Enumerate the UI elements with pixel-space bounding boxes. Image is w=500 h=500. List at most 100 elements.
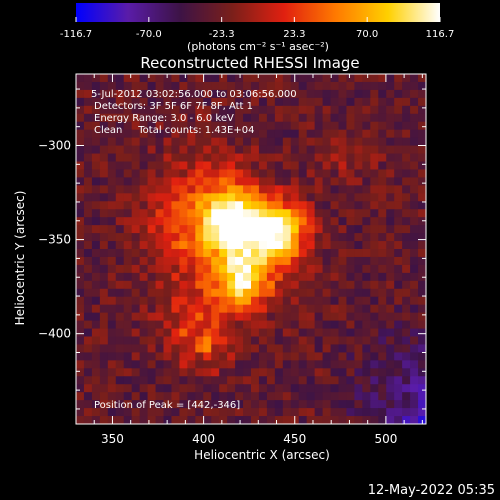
heatmap-cell bbox=[378, 185, 387, 194]
heatmap-cell bbox=[195, 384, 204, 393]
heatmap-cell bbox=[394, 241, 403, 250]
heatmap-cell bbox=[346, 352, 355, 361]
heatmap-cell bbox=[282, 193, 292, 202]
heatmap-cell bbox=[243, 392, 252, 401]
heatmap-cell bbox=[354, 105, 363, 115]
heatmap-cell bbox=[274, 416, 284, 424]
heatmap-cell bbox=[227, 344, 236, 353]
heatmap-cell bbox=[306, 336, 316, 346]
heatmap-cell bbox=[330, 360, 340, 369]
heatmap-cell bbox=[322, 408, 332, 417]
heatmap-cell bbox=[346, 145, 355, 155]
heatmap-cell bbox=[99, 368, 109, 377]
heatmap-cell bbox=[155, 129, 165, 139]
heatmap-cell bbox=[258, 129, 268, 139]
heatmap-cell bbox=[195, 249, 204, 258]
heatmap-cell bbox=[83, 352, 93, 361]
heatmap-cell bbox=[346, 97, 355, 107]
heatmap-cell bbox=[338, 416, 348, 424]
heatmap-cell bbox=[338, 201, 348, 210]
heatmap-cell bbox=[115, 392, 125, 401]
heatmap-cell bbox=[179, 209, 188, 218]
heatmap-cell bbox=[155, 304, 165, 314]
heatmap-cell bbox=[235, 416, 244, 424]
heatmap-cell bbox=[123, 344, 133, 353]
heatmap-cell bbox=[410, 89, 419, 99]
heatmap-cell bbox=[290, 360, 300, 369]
heatmap-cell bbox=[76, 241, 85, 250]
heatmap-cell bbox=[187, 368, 196, 377]
heatmap-cell bbox=[163, 169, 173, 178]
heatmap-cell bbox=[211, 344, 220, 353]
heatmap-cell bbox=[362, 272, 371, 282]
heatmap-cell bbox=[139, 280, 149, 290]
heatmap-cell bbox=[266, 249, 276, 258]
heatmap-cell bbox=[258, 280, 268, 290]
heatmap-cell bbox=[227, 241, 236, 250]
heatmap-cell bbox=[258, 296, 268, 306]
heatmap-cell bbox=[354, 272, 363, 282]
heatmap-cell bbox=[195, 360, 204, 369]
heatmap-cell bbox=[346, 288, 355, 298]
heatmap-cell bbox=[282, 344, 292, 353]
heatmap-cell bbox=[91, 392, 101, 401]
heatmap-cell bbox=[394, 137, 403, 147]
heatmap-cell bbox=[298, 328, 308, 338]
x-tick-label: 400 bbox=[192, 432, 215, 446]
heatmap-cell bbox=[282, 272, 292, 282]
heatmap-cell bbox=[203, 416, 212, 424]
heatmap-cell bbox=[99, 177, 109, 186]
heatmap-cell bbox=[298, 376, 308, 385]
x-tick-label: 450 bbox=[283, 432, 306, 446]
heatmap-cell bbox=[107, 81, 117, 91]
heatmap-cell bbox=[274, 304, 284, 314]
heatmap-cell bbox=[266, 320, 276, 330]
heatmap-cell bbox=[346, 336, 355, 346]
heatmap-cell bbox=[266, 137, 276, 147]
heatmap-cell bbox=[362, 225, 371, 234]
heatmap-cell bbox=[171, 129, 180, 139]
heatmap-cell bbox=[171, 137, 180, 147]
heatmap-cell bbox=[91, 129, 101, 139]
heatmap-cell bbox=[306, 169, 316, 178]
heatmap-cell bbox=[362, 408, 371, 417]
y-axis-label: Heliocentric Y (arcsec) bbox=[13, 191, 27, 326]
heatmap-cell bbox=[298, 233, 308, 242]
heatmap-cell bbox=[131, 97, 141, 107]
heatmap-cell bbox=[163, 400, 173, 409]
heatmap-cell bbox=[394, 74, 403, 83]
heatmap-cell bbox=[354, 320, 363, 330]
heatmap-cell bbox=[163, 217, 173, 226]
heatmap-cell bbox=[418, 145, 426, 155]
heatmap-cell bbox=[306, 296, 316, 306]
heatmap-cell bbox=[91, 280, 101, 290]
heatmap-cell bbox=[330, 201, 340, 210]
heatmap-cell bbox=[354, 328, 363, 338]
heatmap-cell bbox=[314, 217, 324, 226]
heatmap-cell bbox=[99, 225, 109, 234]
heatmap-cell bbox=[290, 129, 300, 139]
heatmap-cell bbox=[370, 241, 379, 250]
heatmap-cell bbox=[99, 74, 109, 83]
heatmap-cell bbox=[386, 352, 395, 361]
heatmap-cell bbox=[227, 256, 236, 266]
heatmap-cell bbox=[227, 113, 236, 123]
heatmap-cell bbox=[410, 161, 419, 171]
heatmap-cell bbox=[354, 368, 363, 377]
heatmap-cell bbox=[219, 89, 228, 99]
heatmap-cell bbox=[370, 256, 379, 266]
heatmap-cell bbox=[227, 193, 236, 202]
heatmap-cell bbox=[76, 233, 85, 242]
heatmap-cell bbox=[330, 376, 340, 385]
heatmap-cell bbox=[338, 153, 348, 163]
heatmap-cell bbox=[107, 256, 117, 266]
heatmap-cell bbox=[362, 89, 371, 99]
heatmap-cell bbox=[235, 336, 244, 346]
heatmap-cell bbox=[155, 272, 165, 282]
heatmap-cell bbox=[171, 416, 180, 424]
heatmap-cell bbox=[410, 384, 419, 393]
heatmap-cell bbox=[123, 225, 133, 234]
heatmap-cell bbox=[251, 264, 260, 274]
heatmap-cell bbox=[394, 153, 403, 163]
heatmap-cell bbox=[219, 233, 228, 242]
